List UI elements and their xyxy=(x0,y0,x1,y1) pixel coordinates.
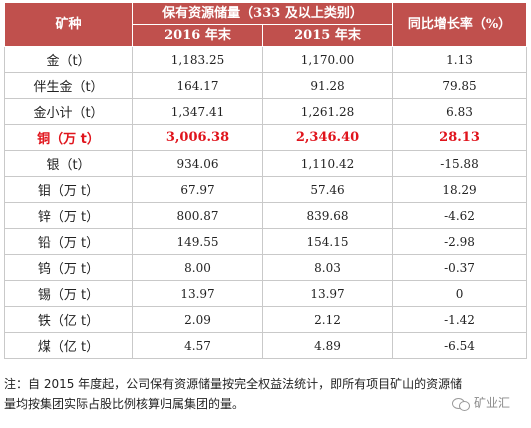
mineral-name: 钨（万 t） xyxy=(4,254,133,281)
mineral-name: 煤（亿 t） xyxy=(4,332,133,359)
table-row: 金（t） 1,183.25 1,170.00 1.13 xyxy=(4,46,528,73)
value-2015: 2,346.40 xyxy=(261,124,394,151)
value-2016: 4.57 xyxy=(132,332,263,359)
mineral-name: 金小计（t） xyxy=(4,98,133,125)
growth-rate: -0.37 xyxy=(392,254,528,281)
wechat-icon xyxy=(452,396,470,411)
value-2015: 91.28 xyxy=(261,72,394,99)
table-row: 煤（亿 t） 4.57 4.89 -6.54 xyxy=(4,332,528,359)
value-2015: 839.68 xyxy=(261,202,394,229)
value-2016: 149.55 xyxy=(132,228,263,255)
value-2015: 57.46 xyxy=(261,176,394,203)
table-row: 钨（万 t） 8.00 8.03 -0.37 xyxy=(4,254,528,281)
value-2016: 2.09 xyxy=(132,306,263,333)
table-row: 锡（万 t） 13.97 13.97 0 xyxy=(4,280,528,307)
table-row-highlight: 铜（万 t） 3,006.38 2,346.40 28.13 xyxy=(4,124,528,151)
value-2016: 164.17 xyxy=(132,72,263,99)
mineral-name: 金（t） xyxy=(4,46,133,73)
value-2016: 934.06 xyxy=(132,150,263,177)
mineral-name: 锌（万 t） xyxy=(4,202,133,229)
growth-rate: 28.13 xyxy=(392,124,528,151)
table-row: 铁（亿 t） 2.09 2.12 -1.42 xyxy=(4,306,528,333)
value-2015: 8.03 xyxy=(261,254,394,281)
growth-rate: -1.42 xyxy=(392,306,528,333)
table-row: 铅（万 t） 149.55 154.15 -2.98 xyxy=(4,228,528,255)
mineral-name: 铁（亿 t） xyxy=(4,306,133,333)
table-row: 金小计（t） 1,347.41 1,261.28 6.83 xyxy=(4,98,528,125)
mineral-name: 伴生金（t） xyxy=(4,72,133,99)
growth-rate: 1.13 xyxy=(392,46,528,73)
value-2015: 1,110.42 xyxy=(261,150,394,177)
value-2015: 1,261.28 xyxy=(261,98,394,125)
header-growth: 同比增长率（%） xyxy=(392,2,528,47)
header-mineral: 矿种 xyxy=(4,2,133,47)
growth-rate: -15.88 xyxy=(392,150,528,177)
growth-rate: -2.98 xyxy=(392,228,528,255)
value-2015: 4.89 xyxy=(261,332,394,359)
header-2016: 2016 年末 xyxy=(132,24,263,47)
mineral-name: 银（t） xyxy=(4,150,133,177)
value-2015: 154.15 xyxy=(261,228,394,255)
growth-rate: -6.54 xyxy=(392,332,528,359)
reserves-table: 矿种 保有资源储量（333 及以上类别） 同比增长率（%） 2016 年末 20… xyxy=(4,2,528,359)
growth-rate: -4.62 xyxy=(392,202,528,229)
table-row: 银（t） 934.06 1,110.42 -15.88 xyxy=(4,150,528,177)
value-2016: 3,006.38 xyxy=(132,124,263,151)
value-2016: 67.97 xyxy=(132,176,263,203)
mineral-name: 铅（万 t） xyxy=(4,228,133,255)
watermark: 矿业汇 xyxy=(452,394,510,411)
header-2015: 2015 年末 xyxy=(261,24,394,47)
header-reserves-group: 保有资源储量（333 及以上类别） xyxy=(131,2,394,25)
value-2016: 800.87 xyxy=(132,202,263,229)
watermark-text: 矿业汇 xyxy=(474,396,511,410)
value-2015: 13.97 xyxy=(261,280,394,307)
table-row: 钼（万 t） 67.97 57.46 18.29 xyxy=(4,176,528,203)
table-row: 锌（万 t） 800.87 839.68 -4.62 xyxy=(4,202,528,229)
footnote: 注：自 2015 年度起，公司保有资源储量按完全权益法统计，即所有项目矿山的资源… xyxy=(4,377,463,411)
growth-rate: 6.83 xyxy=(392,98,528,125)
value-2016: 1,183.25 xyxy=(132,46,263,73)
value-2016: 13.97 xyxy=(132,280,263,307)
value-2016: 1,347.41 xyxy=(132,98,263,125)
mineral-name: 铜（万 t） xyxy=(4,124,133,151)
mineral-name: 钼（万 t） xyxy=(4,176,133,203)
value-2016: 8.00 xyxy=(132,254,263,281)
growth-rate: 18.29 xyxy=(392,176,528,203)
growth-rate: 0 xyxy=(392,280,528,307)
table-row: 伴生金（t） 164.17 91.28 79.85 xyxy=(4,72,528,99)
growth-rate: 79.85 xyxy=(392,72,528,99)
value-2015: 2.12 xyxy=(261,306,394,333)
mineral-name: 锡（万 t） xyxy=(4,280,133,307)
value-2015: 1,170.00 xyxy=(261,46,394,73)
